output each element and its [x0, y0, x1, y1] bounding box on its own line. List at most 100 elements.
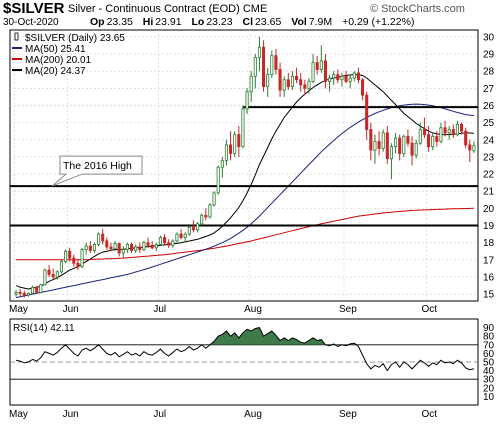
candle-body: [315, 62, 319, 70]
rsi-tick-label: 80: [483, 332, 495, 343]
candle-body: [418, 129, 422, 144]
ma200-line: [16, 207, 474, 261]
candle-body: [352, 72, 356, 79]
candle-body: [130, 243, 134, 251]
rsi-tick-label: 10: [483, 392, 495, 403]
rsi-tick-label: 30: [483, 375, 495, 386]
candle-body: [348, 77, 352, 82]
candle-body: [361, 79, 365, 96]
price-tick-label: 18: [483, 238, 495, 249]
candle-body: [171, 240, 175, 246]
candle-body: [175, 233, 179, 242]
price-x-tick-label: Jul: [153, 304, 166, 315]
candle-body: [18, 292, 22, 294]
candle-body: [394, 137, 398, 148]
candle-body: [113, 243, 117, 250]
rsi-tick-label: 90: [483, 323, 495, 334]
candle-body: [241, 108, 245, 148]
candle-body: [150, 244, 154, 249]
candle-body: [200, 214, 204, 225]
candle-body: [31, 286, 35, 294]
price-tick-label: 22: [483, 170, 495, 181]
high-label: Hi: [142, 16, 154, 28]
candle-body: [64, 250, 68, 262]
annotation-text: The 2016 High: [63, 160, 132, 172]
price-tick-label: 20: [483, 204, 495, 215]
candle-body: [455, 123, 459, 136]
candle-body: [253, 57, 257, 77]
candle-body: [224, 144, 228, 161]
price-x-tick-label: May: [9, 304, 28, 315]
candle-body: [183, 233, 187, 238]
candle-body: [340, 75, 344, 81]
volume-value: 7.9M: [308, 16, 333, 28]
candle-body: [290, 75, 294, 88]
description-text: Silver - Continuous Contract (EOD): [68, 3, 240, 15]
candle-body: [451, 129, 455, 136]
candle-body: [97, 233, 101, 245]
candle-body: [299, 79, 303, 86]
candle-body: [381, 132, 385, 149]
rsi-x-tick-label: Aug: [244, 409, 262, 420]
candle-body: [47, 269, 51, 275]
candle-body: [14, 292, 18, 295]
candle-body: [55, 271, 59, 278]
candle-body: [274, 55, 278, 70]
candle-body: [464, 130, 468, 146]
candle-body: [295, 75, 299, 81]
candle-body: [233, 134, 237, 154]
price-tick-label: 30: [483, 32, 495, 43]
stockcharts-watermark: © StockCharts.com: [370, 3, 465, 15]
price-tick-label: 25: [483, 118, 495, 129]
chart-date: 30-Oct-2020: [3, 17, 59, 28]
candle-body: [204, 214, 208, 218]
volume-label: Vol: [291, 16, 307, 28]
annotation-callout: [51, 155, 143, 187]
price-tick-label: 21: [483, 187, 495, 198]
candle-body: [245, 91, 249, 110]
candle-body: [373, 141, 377, 151]
candle-body: [460, 123, 464, 132]
candle-body: [68, 250, 72, 259]
candle-body: [328, 77, 332, 82]
candle-body: [196, 223, 200, 231]
open-label: Op: [90, 16, 105, 28]
candle-body: [167, 242, 171, 246]
candle-body: [431, 135, 435, 148]
legend-candle-swatch: [14, 32, 19, 41]
candle-body: [121, 249, 125, 254]
rsi-x-tick-label: Sep: [339, 409, 357, 420]
candle-body: [76, 262, 80, 268]
candle-body: [332, 74, 336, 79]
candle-body: [72, 257, 76, 264]
candle-body: [398, 137, 402, 154]
price-tick-label: 23: [483, 152, 495, 163]
candle-body: [146, 242, 150, 246]
price-tick-label: 26: [483, 101, 495, 112]
candle-body: [22, 292, 26, 296]
candle-body: [439, 127, 443, 142]
candle-body: [109, 246, 113, 250]
candle-body: [468, 144, 472, 151]
candle-body: [191, 226, 195, 231]
candle-body: [39, 284, 43, 293]
rsi-x-tick-label: May: [9, 409, 28, 420]
candle-body: [158, 237, 162, 245]
candle-body: [336, 74, 340, 81]
candle-body: [472, 145, 476, 152]
rsi-tick-label: 70: [483, 340, 495, 351]
candle-body: [80, 249, 84, 268]
rsi-x-tick-label: Oct: [422, 409, 438, 420]
candle-body: [35, 286, 39, 293]
candle-body: [402, 135, 406, 154]
candle-body: [212, 192, 216, 206]
close-label: Cl: [242, 16, 254, 28]
price-tick-label: 16: [483, 272, 495, 283]
candle-body: [365, 94, 369, 130]
change-value: +0.29 (+1.22%): [342, 16, 415, 28]
price-tick-label: 28: [483, 67, 495, 78]
open-value: 23.35: [106, 16, 133, 28]
candle-body: [179, 233, 183, 238]
candle-body: [163, 237, 167, 244]
candle-body: [237, 134, 241, 148]
